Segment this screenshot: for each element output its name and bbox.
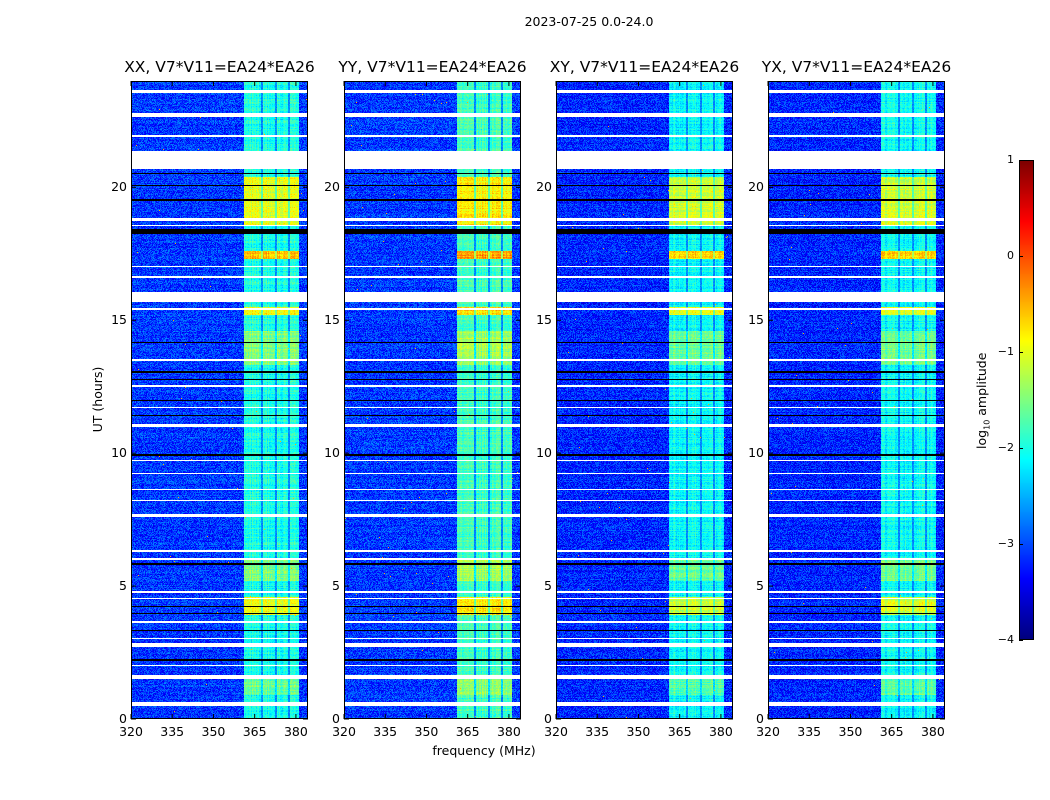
colorbar-tick-label: −3 (997, 537, 1014, 550)
x-tick-label: 350 (838, 724, 863, 739)
y-tick-label: 5 (544, 578, 552, 594)
spectrogram-heatmap (131, 81, 308, 719)
figure-title: 2023-07-25 0.0-24.0 (524, 14, 654, 29)
colorbar-label: log10 amplitude (973, 352, 992, 449)
colorbar-tick-mark (1019, 640, 1023, 641)
y-tick-label: 20 (111, 179, 127, 195)
y-tick-label: 10 (748, 445, 764, 461)
x-tick-label: 320 (332, 724, 356, 739)
y-tick-label: 20 (536, 179, 552, 195)
y-tick-label: 0 (119, 711, 127, 726)
y-tick-label: 10 (111, 445, 127, 461)
x-tick-label: 320 (756, 724, 780, 739)
colorbar-tick-label: 0 (1007, 249, 1014, 262)
axes-frame (555, 81, 733, 720)
colorbar-tick-mark (1019, 544, 1023, 545)
x-tick-label: 365 (455, 724, 480, 739)
x-tick-label: 365 (879, 724, 904, 739)
x-tick-label: 335 (373, 724, 398, 739)
x-tick-label: 335 (797, 724, 822, 739)
y-tick-label: 0 (544, 711, 552, 726)
panel-title: YX, V7*V11=EA24*EA26 (761, 58, 952, 76)
y-tick-label: 15 (324, 312, 340, 328)
panel-title: XY, V7*V11=EA24*EA26 (549, 58, 740, 76)
spectrogram-panel (343, 81, 521, 720)
x-tick-label: 380 (496, 724, 521, 739)
x-tick-label: 335 (160, 724, 185, 739)
spectrogram-panel (555, 81, 733, 720)
colorbar-tick-label: −2 (997, 441, 1014, 454)
x-tick-label: 335 (585, 724, 610, 739)
colorbar-tick-label: −1 (997, 345, 1014, 358)
y-axis-label: UT (hours) (90, 366, 105, 433)
y-tick-label: 15 (748, 312, 764, 328)
y-tick-label: 0 (332, 711, 340, 726)
x-tick-label: 350 (626, 724, 651, 739)
y-tick-label: 20 (748, 179, 764, 195)
spectrogram-heatmap (768, 81, 945, 719)
x-tick-label: 380 (920, 724, 945, 739)
colorbar-tick-label: 1 (1007, 153, 1014, 166)
y-tick-label: 5 (332, 578, 340, 594)
axes-border (344, 81, 521, 719)
y-tick-label: 5 (756, 578, 764, 594)
y-tick-label: 15 (111, 312, 127, 328)
y-tick-label: 0 (756, 711, 764, 726)
colorbar-tick-mark (1019, 256, 1023, 257)
x-tick-label: 350 (201, 724, 226, 739)
axes-frame (130, 81, 308, 720)
axes-frame (343, 81, 521, 720)
spectrogram-heatmap (556, 81, 733, 719)
y-tick-label: 10 (324, 445, 340, 461)
y-tick-label: 10 (536, 445, 552, 461)
x-tick-label: 380 (708, 724, 733, 739)
x-tick-label: 320 (119, 724, 143, 739)
y-tick-label: 20 (324, 179, 340, 195)
axes-border (556, 81, 733, 719)
axes-frame (767, 81, 945, 720)
x-axis-label: frequency (MHz) (432, 743, 536, 758)
axes-border (768, 81, 945, 719)
y-tick-label: 15 (536, 312, 552, 328)
y-tick-label: 5 (119, 578, 127, 594)
colorbar (1019, 160, 1034, 640)
spectrogram-panel (130, 81, 308, 720)
spectrogram-heatmap (344, 81, 521, 719)
colorbar-tick-mark (1019, 160, 1023, 161)
panel-title: XX, V7*V11=EA24*EA26 (124, 58, 315, 76)
colorbar-tick-mark (1019, 448, 1023, 449)
x-tick-label: 365 (667, 724, 692, 739)
spectrogram-panel (767, 81, 945, 720)
x-tick-label: 320 (544, 724, 568, 739)
colorbar-tick-label: −4 (997, 633, 1014, 646)
x-tick-label: 350 (414, 724, 439, 739)
x-tick-label: 380 (283, 724, 308, 739)
x-tick-label: 365 (242, 724, 267, 739)
panel-title: YY, V7*V11=EA24*EA26 (338, 58, 527, 76)
colorbar-tick-mark (1019, 352, 1023, 353)
axes-border (131, 81, 308, 719)
